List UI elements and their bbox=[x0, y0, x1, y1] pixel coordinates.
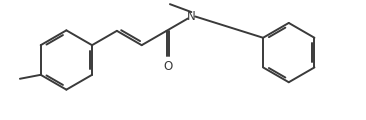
Text: O: O bbox=[163, 60, 172, 72]
Text: N: N bbox=[187, 10, 196, 23]
